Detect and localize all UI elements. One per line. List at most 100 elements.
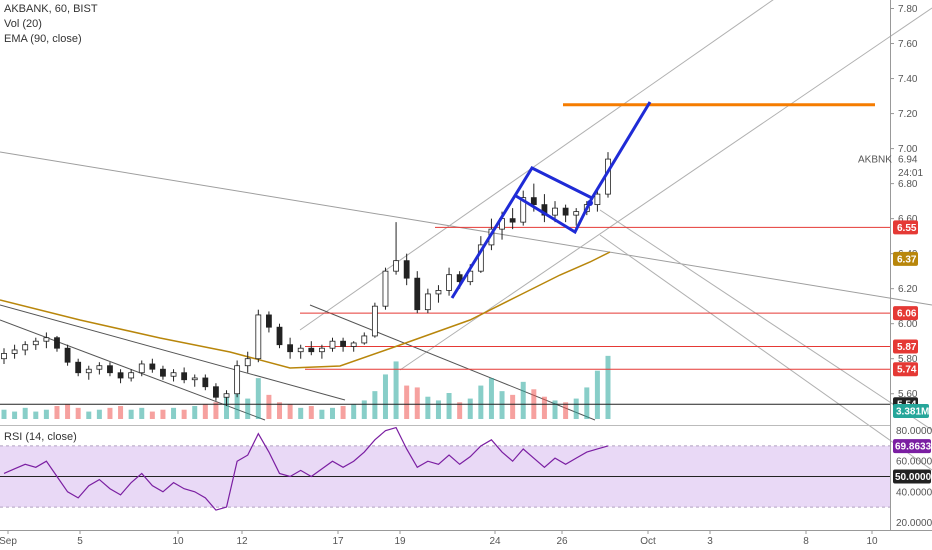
candle-body	[456, 274, 463, 283]
time-tick-label: 8	[803, 536, 809, 547]
candle-body	[202, 377, 209, 388]
trendline-layer	[0, 0, 932, 471]
level-badge-bg	[893, 362, 918, 377]
last-price-symbol: AKBNK	[858, 155, 892, 166]
rsi-value-badge-bg	[893, 439, 931, 454]
candle-body	[75, 361, 82, 374]
volume-bar	[202, 404, 208, 419]
volume-bar	[404, 385, 410, 419]
candle-body	[43, 337, 50, 342]
candle-body	[11, 349, 18, 354]
candle-body	[85, 368, 92, 374]
rsi-legend[interactable]: RSI (14, close)	[4, 431, 77, 443]
candle-body	[414, 277, 421, 311]
level-badge-bg	[893, 306, 918, 321]
flag-pattern-layer	[450, 101, 652, 299]
candle-body	[371, 305, 378, 337]
price-tick-label: 7.80	[898, 4, 918, 15]
volume-bar	[382, 374, 388, 419]
trendline	[0, 304, 346, 401]
volume-bar	[351, 404, 357, 419]
level-badge: 6.55	[897, 223, 917, 234]
candle-body	[128, 372, 135, 379]
bar-countdown: 24:01	[898, 168, 923, 179]
time-tick-label: 3	[707, 536, 713, 547]
volume-legend[interactable]: Vol (20)	[4, 18, 42, 30]
volume-bar	[435, 400, 441, 419]
volume-bar	[520, 381, 526, 419]
main-legend: AKBANK, 60, BIST Vol (20) EMA (90, close…	[4, 2, 98, 47]
volume-bar	[457, 402, 463, 419]
candle-body	[382, 270, 389, 307]
rsi-pane[interactable]	[0, 426, 890, 511]
volume-bar	[563, 402, 569, 419]
level-badge: 6.06	[897, 309, 917, 320]
candle-body	[435, 290, 442, 295]
trendline	[599, 234, 932, 471]
price-axis[interactable]: 7.807.607.407.207.006.806.606.406.206.00…	[858, 4, 923, 400]
volume-bar	[96, 409, 102, 419]
price-tick-label: 5.80	[898, 354, 918, 365]
candle-body	[287, 344, 294, 353]
volume-bar	[160, 409, 166, 419]
candle-body	[361, 335, 368, 344]
volume-layer	[1, 355, 611, 419]
volume-bar	[149, 411, 155, 419]
candle-body	[64, 347, 71, 363]
candle-body	[266, 314, 272, 328]
volume-bar	[478, 385, 484, 419]
time-tick-label: 17	[332, 536, 344, 547]
candle-body	[170, 372, 177, 377]
time-tick-label: 26	[556, 536, 568, 547]
candle-body	[424, 293, 431, 311]
volume-bar	[213, 402, 219, 419]
price-tick-label: 5.60	[898, 389, 918, 400]
candle-body	[276, 326, 283, 346]
ema-badge: 6.37	[897, 254, 917, 265]
candle-body	[32, 340, 39, 346]
time-tick-label: 5	[77, 536, 83, 547]
volume-bar	[75, 407, 81, 419]
volume-bar	[33, 411, 39, 419]
volume-badge-bg	[893, 404, 929, 418]
candle-body	[255, 314, 262, 360]
time-tick-label: 10	[172, 536, 184, 547]
trendline	[0, 319, 266, 421]
last-price-value: 6.94	[898, 155, 918, 166]
candle-body	[340, 340, 346, 347]
volume-bar	[22, 407, 28, 419]
level-badge: 5.87	[897, 342, 917, 353]
trendline	[599, 209, 932, 431]
ema-layer	[0, 251, 611, 369]
price-tick-label: 6.60	[898, 214, 918, 225]
flag-lower-line	[515, 194, 594, 235]
candle-body	[318, 347, 325, 353]
volume-bar	[425, 396, 431, 419]
candle-body	[138, 363, 145, 374]
candle-body	[393, 260, 399, 272]
candle-body	[181, 372, 188, 381]
candle-body	[160, 368, 166, 377]
symbol-legend[interactable]: AKBANK, 60, BIST	[4, 3, 98, 15]
time-axis[interactable]: Sep 5 10 12 17 19 24 26 Oct 3 8 10	[0, 530, 878, 547]
candle-body	[329, 340, 336, 349]
volume-badge: 3.381M	[896, 407, 929, 418]
candle-body	[297, 347, 304, 353]
volume-bar	[414, 387, 420, 419]
price-pane[interactable]	[0, 0, 932, 471]
volume-bar	[86, 411, 92, 419]
ema-legend[interactable]: EMA (90, close)	[4, 33, 82, 45]
volume-bar	[393, 361, 399, 419]
price-badges: 6.556.065.875.745.546.373.381M	[893, 220, 929, 418]
candle-body	[96, 365, 103, 370]
volume-bar	[499, 391, 505, 419]
rsi-tick-label: 40.0000	[896, 487, 932, 498]
volume-bar	[12, 411, 18, 419]
rsi-legend-block: RSI (14, close)	[4, 430, 77, 445]
candle-body	[520, 197, 527, 223]
level-badge-bg	[893, 220, 918, 235]
price-tick-label: 7.20	[898, 109, 918, 120]
rsi-axis[interactable]: 80.0000 60.0000 40.0000 20.0000 69.8633 50.00…	[893, 426, 932, 529]
volume-bar	[54, 406, 60, 419]
